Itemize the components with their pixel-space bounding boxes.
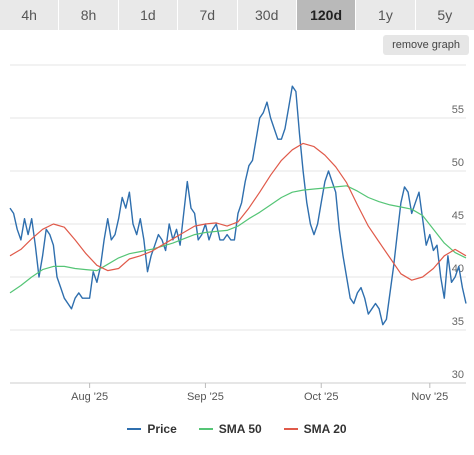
series-line-sma-50 <box>9 185 467 294</box>
legend-item-sma-50[interactable]: SMA 50 <box>198 420 262 438</box>
legend-label: SMA 50 <box>218 422 262 436</box>
series-line-sma-20 <box>9 142 467 281</box>
tab-1y[interactable]: 1y <box>356 0 416 30</box>
legend-swatch <box>283 428 298 430</box>
timeframe-tabs: 4h 8h 1d 7d 30d 120d 1y 5y <box>0 0 474 30</box>
y-tick-label: 30 <box>452 369 464 381</box>
legend-swatch <box>198 428 213 430</box>
tab-8h[interactable]: 8h <box>59 0 119 30</box>
x-tick-label: Oct '25 <box>304 391 339 403</box>
y-tick-label: 55 <box>452 104 464 116</box>
tab-1d[interactable]: 1d <box>119 0 179 30</box>
x-tick-label: Nov '25 <box>411 391 448 403</box>
y-tick-label: 50 <box>452 157 464 169</box>
chart-legend: Price SMA 50 SMA 20 <box>0 420 474 438</box>
legend-label: Price <box>147 422 177 436</box>
tab-5y[interactable]: 5y <box>437 7 453 23</box>
y-tick-label: 45 <box>452 210 464 222</box>
x-axis-ticks: Aug '25 Sep '25 Oct '25 Nov '25 <box>71 383 448 403</box>
x-tick-label: Aug '25 <box>71 391 108 403</box>
legend-item-sma-20[interactable]: SMA 20 <box>283 420 347 438</box>
tab-7d[interactable]: 7d <box>178 0 238 30</box>
y-tick-label: 35 <box>452 316 464 328</box>
legend-swatch <box>127 428 142 430</box>
chart-grid <box>10 64 466 384</box>
legend-label: SMA 20 <box>303 422 347 436</box>
x-tick-label: Sep '25 <box>187 391 224 403</box>
tab-30d[interactable]: 30d <box>238 0 297 30</box>
legend-item-price[interactable]: Price <box>127 420 177 438</box>
tab-120d[interactable]: 120d <box>296 0 357 30</box>
remove-graph-button[interactable]: remove graph <box>383 35 469 55</box>
tab-4h[interactable]: 4h <box>0 0 60 30</box>
series-line-price <box>9 85 467 326</box>
chart-series <box>9 85 467 326</box>
